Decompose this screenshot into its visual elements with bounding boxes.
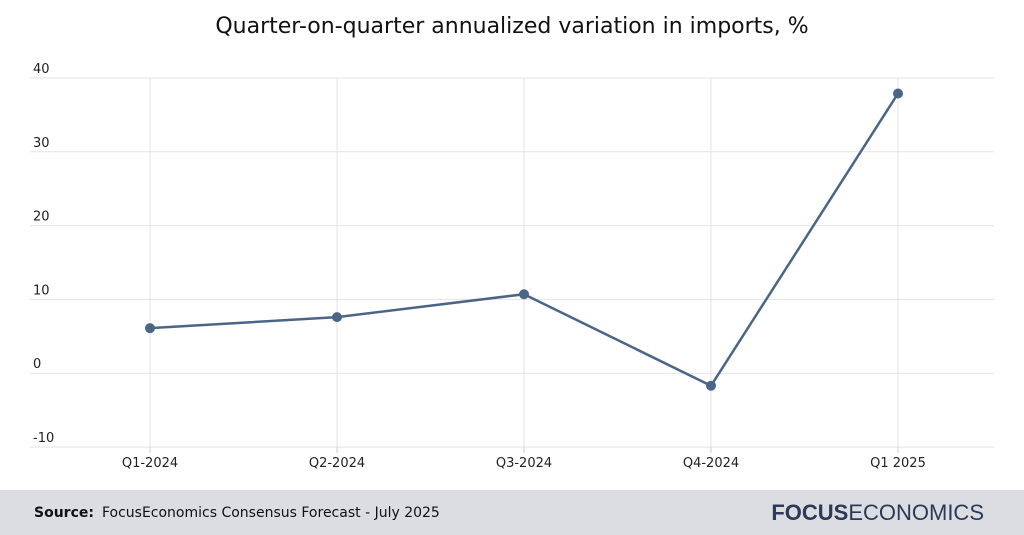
y-axis-ticks: 40 30 20 10 0 -10 xyxy=(33,62,54,446)
y-tick-label: 0 xyxy=(33,357,41,372)
y-tick-label: -10 xyxy=(33,431,54,446)
grid-lines xyxy=(30,77,994,453)
y-tick-label: 30 xyxy=(33,136,50,151)
series-imports xyxy=(145,88,903,391)
x-tick-label: Q1 2025 xyxy=(870,456,926,471)
logo-light-text: ECONOMICS xyxy=(848,500,984,525)
x-axis-ticks: Q1-2024 Q2-2024 Q3-2024 Q4-2024 Q1 2025 xyxy=(122,456,926,471)
data-point xyxy=(145,323,155,334)
x-tick-label: Q2-2024 xyxy=(309,456,365,471)
brand-logo: FOCUSECONOMICS xyxy=(771,500,984,526)
y-tick-label: 10 xyxy=(33,283,50,298)
x-tick-label: Q4-2024 xyxy=(683,456,739,471)
source-label: Source: xyxy=(34,505,94,521)
footer-bar: Source: FocusEconomics Consensus Forecast… xyxy=(0,490,1024,535)
logo-bold-text: FOCUS xyxy=(771,500,849,525)
x-tick-label: Q3-2024 xyxy=(496,456,552,471)
source-text: FocusEconomics Consensus Forecast - July… xyxy=(101,505,440,521)
y-tick-label: 20 xyxy=(33,210,50,225)
y-tick-label: 40 xyxy=(33,62,50,77)
data-point xyxy=(893,88,903,99)
data-point xyxy=(332,312,342,323)
line-chart: 40 30 20 10 0 -10 Q1-2024 Q2-2024 Q3-2024 Q4-202… xyxy=(30,62,994,471)
x-tick-label: Q1-2024 xyxy=(122,456,178,471)
data-point xyxy=(706,380,716,391)
data-point xyxy=(519,289,529,300)
chart-title: Quarter-on-quarter annualized variation … xyxy=(215,14,809,39)
source-note: Source: FocusEconomics Consensus Forecast… xyxy=(34,505,440,521)
